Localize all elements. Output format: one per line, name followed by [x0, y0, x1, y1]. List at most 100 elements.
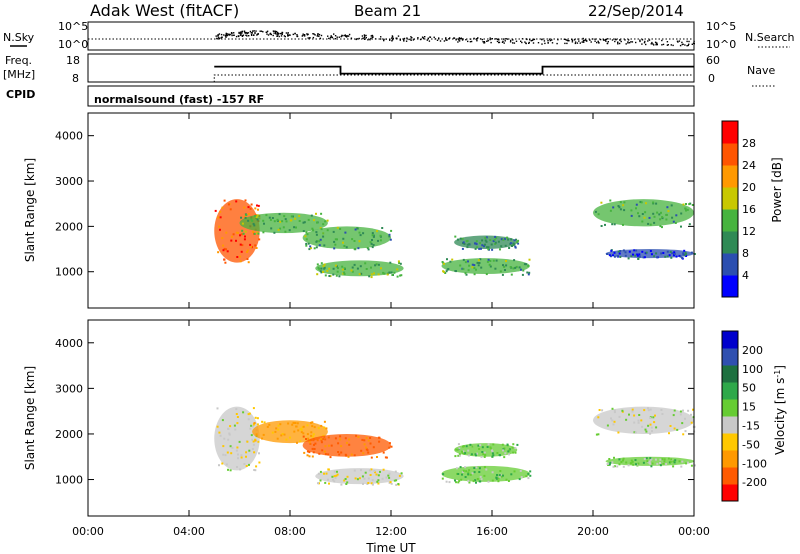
velocity-echo-cell: [324, 453, 327, 456]
power-echo-cell: [643, 216, 646, 219]
velocity-echo-cell: [314, 442, 317, 445]
velocity-echo-cell: [649, 423, 652, 426]
nsky-point: [333, 33, 335, 35]
power-echo-cell: [640, 201, 643, 204]
nsky-point: [501, 41, 504, 43]
power-echo-cell: [505, 260, 507, 262]
nsky-point: [458, 37, 461, 39]
power-echo-cell: [239, 234, 241, 237]
power-echo-cell: [316, 221, 318, 224]
velocity-echo-cell: [457, 481, 460, 484]
nsky-point: [254, 32, 256, 34]
velocity-echo-cell: [502, 474, 504, 477]
power-echo-cell: [320, 212, 323, 215]
noise-strip: 10^5 10^0 10^5 10^0 N.Sky N.Search: [3, 20, 795, 51]
velocity-echo-cell: [681, 422, 684, 425]
nsky-point: [591, 38, 594, 40]
nsky-point: [574, 41, 577, 43]
velocity-echo-cell: [649, 432, 652, 435]
power-echo-cell: [636, 253, 639, 256]
power-echo-cell: [227, 203, 230, 206]
nsky-point: [280, 35, 283, 37]
velocity-echo-cell: [245, 465, 248, 467]
velocity-echo-cell: [238, 440, 241, 443]
velocity-echo-cell: [487, 443, 490, 446]
velocity-echo-cell: [612, 465, 615, 468]
power-echo-cell: [635, 207, 637, 210]
power-echo-cell: [622, 249, 625, 252]
velocity-echo-cell: [234, 428, 237, 431]
nsky-point: [661, 39, 663, 42]
power-echo-cell: [461, 237, 464, 240]
power-echo-cell: [288, 229, 291, 232]
x-tick-label: 00:00: [72, 525, 104, 538]
velocity-echo-cell: [308, 455, 311, 458]
power-echo-cell: [338, 275, 341, 278]
power-echo-cell: [305, 244, 308, 247]
velocity-echo-cell: [376, 456, 378, 458]
velocity-echo-cell: [462, 469, 465, 472]
power-echo-cell: [635, 203, 638, 206]
nsky-point: [617, 43, 619, 45]
nsky-point: [443, 40, 446, 42]
velocity-echo-cell: [630, 459, 633, 462]
power-echo-cell: [480, 266, 483, 269]
power-echo-cell: [446, 268, 449, 271]
power-echo-cell: [510, 273, 513, 276]
velocity-echo-cell: [690, 413, 692, 416]
velocity-echo-cell: [637, 462, 640, 465]
velocity-echo-cell: [471, 445, 474, 448]
power-echo-cell: [514, 245, 517, 248]
nsky-point: [584, 39, 586, 42]
power-echo-cell: [235, 231, 238, 234]
velocity-echo-cell: [510, 473, 513, 476]
velocity-echo-cell: [245, 455, 247, 458]
velocity-echo-cell: [275, 427, 278, 430]
power-echo-cell: [386, 273, 389, 276]
velocity-echo-cell: [648, 460, 651, 463]
nsky-point: [272, 34, 274, 37]
power-colorbar-swatch: [722, 121, 738, 144]
nsky-point: [273, 32, 275, 34]
power-echo-cell: [627, 257, 630, 260]
power-echo-cell: [377, 239, 379, 242]
power-echo-cell: [641, 213, 644, 215]
power-echo-cell: [318, 240, 321, 243]
velocity-echo-cell: [321, 449, 324, 452]
power-echo-cell: [356, 267, 359, 270]
nsky-point: [391, 36, 394, 38]
nsky-series: [215, 30, 695, 47]
nsky-point: [215, 35, 217, 37]
nsky-point: [274, 33, 277, 35]
power-echo-cell: [489, 260, 492, 262]
power-echo-cell: [684, 254, 686, 256]
velocity-echo-cell: [442, 473, 445, 476]
power-echo-cell: [284, 230, 287, 233]
nsky-point: [506, 38, 509, 40]
velocity-echo-cell: [684, 417, 686, 420]
velocity-y-ticks: 1000 2000 3000 4000: [55, 337, 694, 487]
nsky-point: [228, 34, 230, 36]
velocity-echo-cell: [370, 468, 373, 471]
velocity-echo-cell: [483, 456, 486, 458]
power-panel: 1000 2000 3000 4000 Slant Range [km] 4 8 12 16…: [23, 112, 784, 309]
nsky-point: [403, 39, 405, 41]
nsky-point: [245, 31, 247, 34]
velocity-echo-cell: [497, 477, 500, 480]
velocity-echo-cell: [248, 463, 250, 466]
nsky-point: [495, 38, 497, 40]
power-echo-cell: [253, 224, 256, 227]
nsky-point: [423, 37, 425, 40]
power-echo-cell: [232, 233, 235, 236]
power-echo-cell: [475, 268, 477, 271]
nsky-point: [547, 42, 549, 44]
velocity-echo-cell: [221, 419, 224, 422]
nsky-point: [614, 40, 616, 43]
velocity-echo-cell: [388, 476, 391, 479]
velocity-echo-cell: [250, 424, 253, 427]
nsky-point: [611, 39, 614, 41]
nsky-point: [257, 33, 259, 35]
power-echo-cell: [474, 242, 476, 245]
power-echo-cell: [485, 246, 488, 249]
velocity-echo-cell: [338, 453, 341, 456]
